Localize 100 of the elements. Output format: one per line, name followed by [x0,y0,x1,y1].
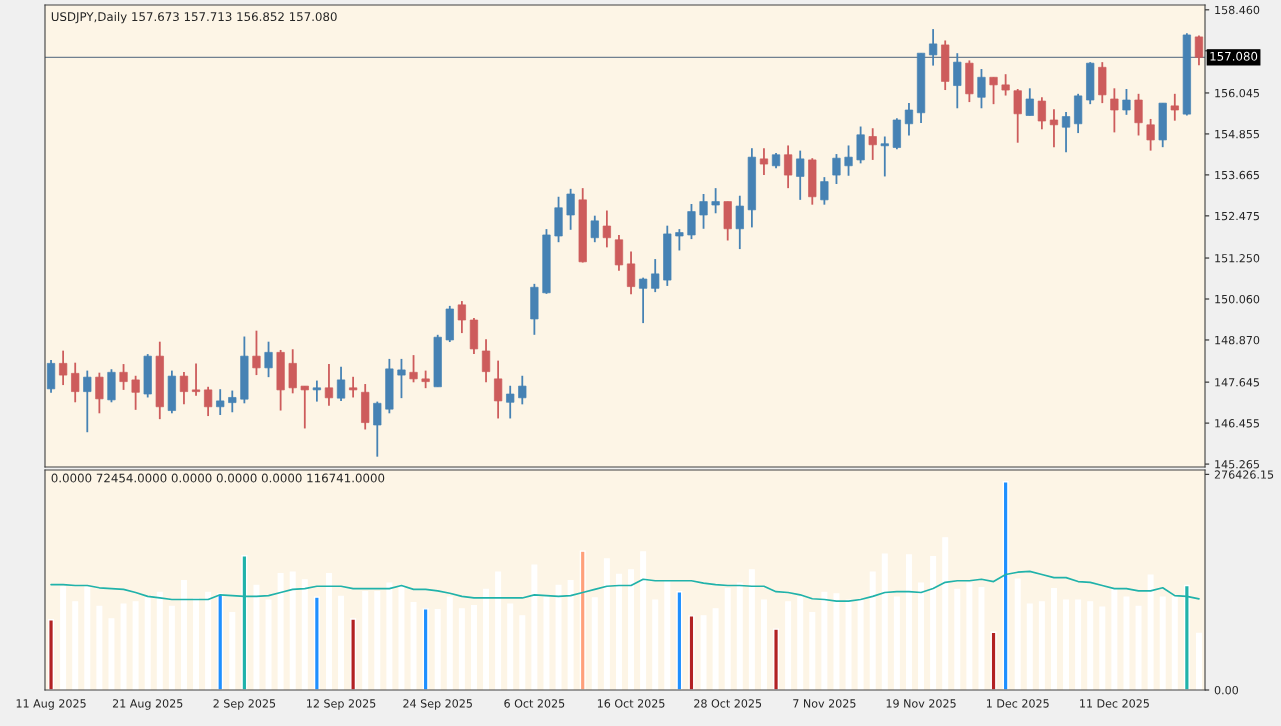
bar [978,587,985,690]
candlestick [626,250,636,296]
candlestick [409,354,418,384]
candlestick [83,369,92,434]
bar [193,598,200,690]
y-tick-label: 153.665 [1215,170,1259,180]
bar [144,597,151,690]
candlestick [1025,87,1034,117]
bar [918,582,925,690]
candlestick [95,371,104,415]
candlestick [880,135,889,178]
x-tick-label: 16 Oct 2025 [597,699,665,708]
candlestick [1170,92,1179,122]
candlestick [844,144,853,177]
y-tick-label: 146.455 [1215,419,1259,428]
bar [205,591,212,690]
candlestick [639,276,648,325]
candlestick [868,127,877,161]
candlestick [228,389,237,414]
bar [229,612,236,690]
bar [60,586,67,690]
x-tick-label: 6 Oct 2025 [504,699,565,708]
bar [1014,578,1021,690]
x-tick-label: 11 Dec 2025 [1080,699,1149,708]
bar [289,571,296,690]
bar [313,596,320,690]
bar [845,599,852,690]
bar [676,591,683,690]
candlestick [711,187,720,215]
bar [579,550,586,690]
bar [398,584,405,690]
candlestick [989,76,998,106]
bar [640,551,647,690]
bar [905,554,912,690]
candlestick [252,329,261,376]
candlestick [1013,88,1022,144]
candlestick [953,52,962,110]
bar [543,596,550,690]
bar [446,596,453,690]
bar [881,553,888,690]
bar [277,573,284,690]
x-tick-label: 2 Sep 2025 [213,699,276,710]
bar [350,618,357,690]
bar [1159,596,1166,690]
bar [628,569,635,690]
bar [1038,601,1045,690]
candlestick [759,147,769,176]
bar [1075,599,1082,690]
bar [156,591,163,690]
candlestick [312,379,321,403]
bar [1111,587,1118,690]
x-tick-label: 11 Aug 2025 [16,699,86,710]
candlestick [457,300,466,334]
candlestick [1061,111,1071,154]
bar [48,619,55,690]
bar [821,591,828,690]
candlestick [1049,108,1059,149]
candlestick [119,363,128,391]
bar [265,599,272,690]
bar [410,601,417,690]
bar [615,573,622,690]
bar [1123,596,1130,690]
text: USDJPY,Daily 157.673 157.713 156.852 157.080 [51,11,337,24]
bar [603,558,610,690]
bar [338,595,345,690]
candlestick [481,338,491,384]
candlestick [675,228,684,252]
candlestick [1146,118,1155,152]
bar [954,588,961,690]
bar [483,588,490,690]
y-tick-label: 158.460 [1215,5,1260,15]
candlestick [204,385,213,417]
bar [434,608,441,690]
bar [930,555,937,690]
candlestick [336,365,346,402]
bar [724,587,731,690]
bar [168,605,175,690]
bar [84,586,91,690]
y-tick-label: 0.00 [1214,685,1239,695]
candlestick [904,102,914,137]
bar [325,573,332,690]
y-tick-label: 154.855 [1215,129,1259,139]
candlestick [796,149,805,201]
y-tick-label: 150.060 [1215,294,1260,304]
candlestick [71,361,80,404]
bar [217,593,224,690]
candlestick [300,385,309,430]
bar [1002,481,1009,690]
bar [1063,599,1070,690]
candlestick [820,176,829,206]
bar [990,631,997,690]
bar [132,601,139,690]
bar [458,608,465,690]
bar [507,603,514,690]
bar [1099,606,1106,690]
bar [748,569,755,690]
candlestick [1134,92,1143,137]
y-tick-label: 147.645 [1215,378,1259,387]
bar [301,579,308,690]
candlestick [191,362,201,397]
